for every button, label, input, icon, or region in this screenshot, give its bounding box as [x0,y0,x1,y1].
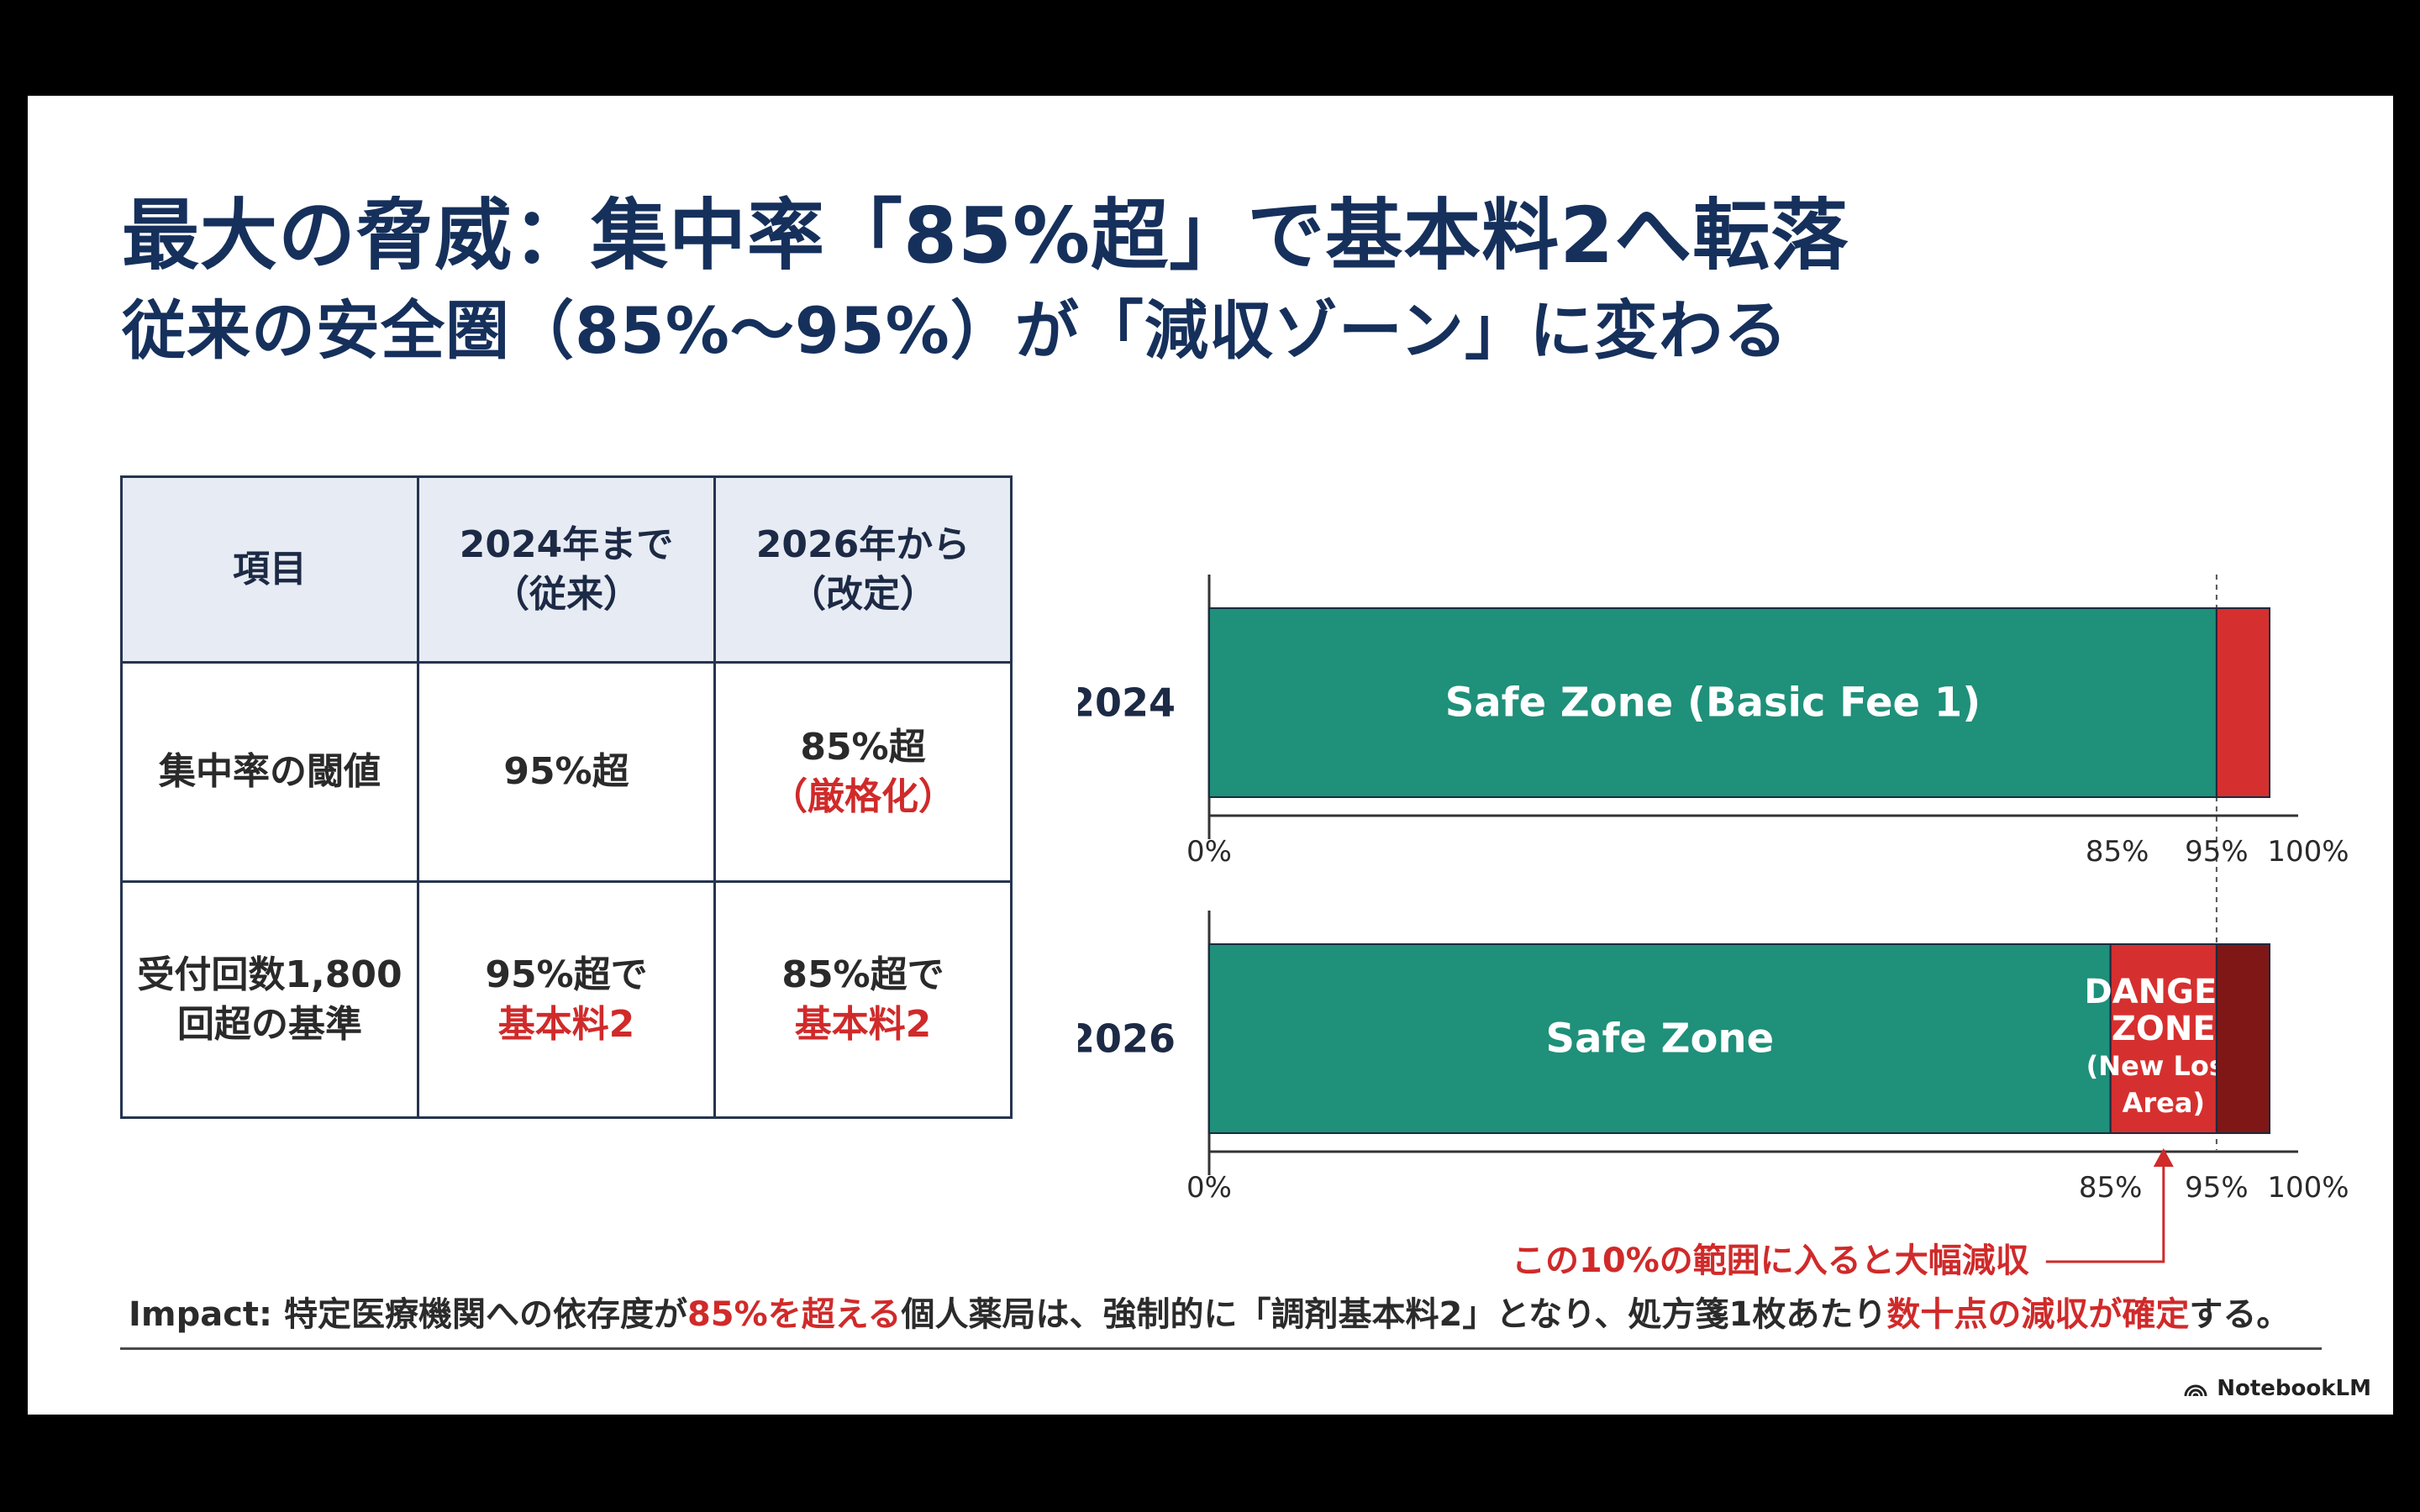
tick-label: 95% [2185,835,2249,869]
bar-segment [2215,607,2271,798]
segment-label: Safe Zone (Basic Fee 1) [1445,680,1981,727]
tick-label: 85% [2086,835,2149,869]
table-cell: 85%超 （厳格化） [713,661,1013,883]
cell-line: 95%超で [485,953,648,996]
table-row: 受付回数1,800 回超の基準 95%超で 基本料2 85%超で 基本料2 [120,880,1013,1119]
comparison-table: 項目 2024年まで （従来） 2026年から （改定） 集中率の閾値 95%超 [120,475,1013,1119]
table-cell: 受付回数1,800 回超の基準 [120,880,419,1119]
annotation-arrowhead [2153,1148,2174,1167]
table-row: 集中率の閾値 95%超 85%超 （厳格化） [120,661,1013,883]
table-cell: 85%超で 基本料2 [713,880,1013,1119]
header-line: （従来） [492,573,640,616]
segment-label: ZONE [2112,1010,2216,1048]
header-line: 2024年まで [459,522,674,566]
zone-bar-chart: 2024 Safe Zone (Basic Fee 1) 0% 85% 95% 100% 2… [1078,575,2349,1280]
bar-segment [2109,943,2217,1134]
divider [120,1347,2322,1350]
segment-label: Area) [2123,1087,2205,1119]
cell-line: 受付回数1,800 [137,953,402,996]
impact-text: Impact: 特定医療機関への依存度が [129,1295,687,1334]
cell-line: 集中率の閾値 [159,750,381,794]
tick-label: 85% [2079,1171,2143,1205]
impact-statement: Impact: 特定医療機関への依存度が85%を超える個人薬局は、強制的に「調剤… [129,1287,2290,1336]
page-title: 最大の脅威：集中率「85%超」で基本料2へ転落 [122,191,1849,281]
cell-line: 95%超 [503,750,629,794]
impact-highlight: 85%を超える [687,1295,902,1334]
annotation-arrow [2045,1150,2165,1263]
cell-line: 回超の基準 [177,1003,362,1046]
table-cell: 集中率の閾値 [120,661,419,883]
slide: 最大の脅威：集中率「85%超」で基本料2へ転落 従来の安全圏（85%〜95%）が… [28,96,2393,1415]
brand-label: NotebookLM [2217,1376,2371,1401]
impact-text: する。 [2189,1295,2291,1334]
category-label: 2024 [1078,680,1176,726]
cell-highlight: 基本料2 [794,1003,932,1046]
tick-label: 0% [1186,835,1232,869]
table-cell: 95%超 [417,661,716,883]
brand-badge: NotebookLM [2183,1376,2371,1401]
tick-label: 95% [2185,1171,2249,1205]
header-line: （改定） [789,573,937,616]
cell-highlight: （厳格化） [771,775,955,818]
cell-line: 85%超で [781,953,944,996]
page-subtitle: 従来の安全圏（85%〜95%）が「減収ゾーン」に変わる [122,293,1789,368]
cell-highlight: 基本料2 [497,1003,635,1046]
tick-label: 100% [2267,1171,2349,1205]
annotation-text: この10%の範囲に入ると大幅減収 [1512,1242,2029,1280]
bar-segment [1208,607,2217,798]
impact-highlight: 数十点の減収が確定 [1886,1295,2190,1334]
notebooklm-logo-icon [2184,1384,2207,1397]
table-cell: 95%超で 基本料2 [417,880,716,1119]
table-header-2026: 2026年から （改定） [713,475,1013,664]
table-header-item: 項目 [120,475,419,664]
tick-label: 0% [1186,1171,1232,1205]
table-header-2024: 2024年まで （従来） [417,475,716,664]
category-label: 2026 [1078,1016,1176,1062]
header-line: 項目 [233,548,307,591]
tick-label: 100% [2267,835,2349,869]
header-line: 2026年から [755,522,971,566]
bar-segment [2215,943,2271,1134]
segment-label: (New Loss [2086,1050,2241,1082]
impact-text: 個人薬局は、強制的に「調剤基本料2」となり、処方箋1枚あたり [901,1295,1887,1334]
segment-label: Safe Zone [1546,1016,1775,1063]
bar-segment [1208,943,2112,1134]
cell-line: 85%超 [800,725,926,769]
